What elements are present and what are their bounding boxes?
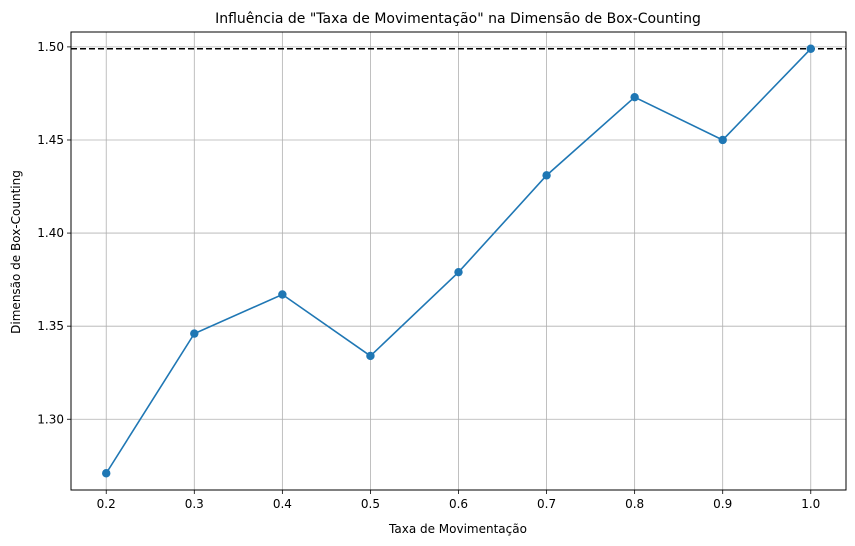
x-axis-label: Taxa de Movimentação: [388, 522, 527, 536]
x-tick-label: 1.0: [801, 497, 820, 511]
y-axis-label: Dimensão de Box-Counting: [9, 170, 23, 334]
grid-layer: [71, 32, 846, 490]
data-point: [630, 92, 639, 102]
data-point: [806, 44, 815, 53]
data-point: [102, 469, 111, 478]
data-point: [190, 329, 199, 338]
y-tick-label: 1.35: [37, 319, 64, 333]
x-tick-label: 0.8: [625, 497, 644, 511]
y-tick-label: 1.50: [37, 40, 64, 54]
x-tick-label: 0.7: [537, 497, 556, 511]
data-point: [278, 290, 287, 299]
data-point: [454, 267, 463, 277]
y-tick-label: 1.40: [37, 226, 64, 240]
x-tick-label: 0.4: [273, 497, 292, 511]
chart-title: Influência de "Taxa de Movimentação" na …: [215, 11, 701, 27]
x-tick-label: 0.9: [713, 497, 732, 511]
series-layer: [102, 44, 815, 478]
data-point: [542, 171, 551, 180]
y-tick-label: 1.45: [37, 133, 64, 147]
y-tick-label: 1.30: [37, 412, 64, 426]
tick-layer: 0.2 0.3 0.4 0.5 0.6 0.7 0.8 0.9 1.0 1.30 1.35 1.40 1…: [37, 40, 820, 511]
data-point: [718, 135, 727, 145]
x-tick-label: 0.3: [185, 497, 204, 511]
x-tick-label: 0.5: [361, 497, 380, 511]
data-point: [366, 351, 375, 361]
x-tick-label: 0.6: [449, 497, 468, 511]
x-tick-label: 0.2: [97, 497, 116, 511]
